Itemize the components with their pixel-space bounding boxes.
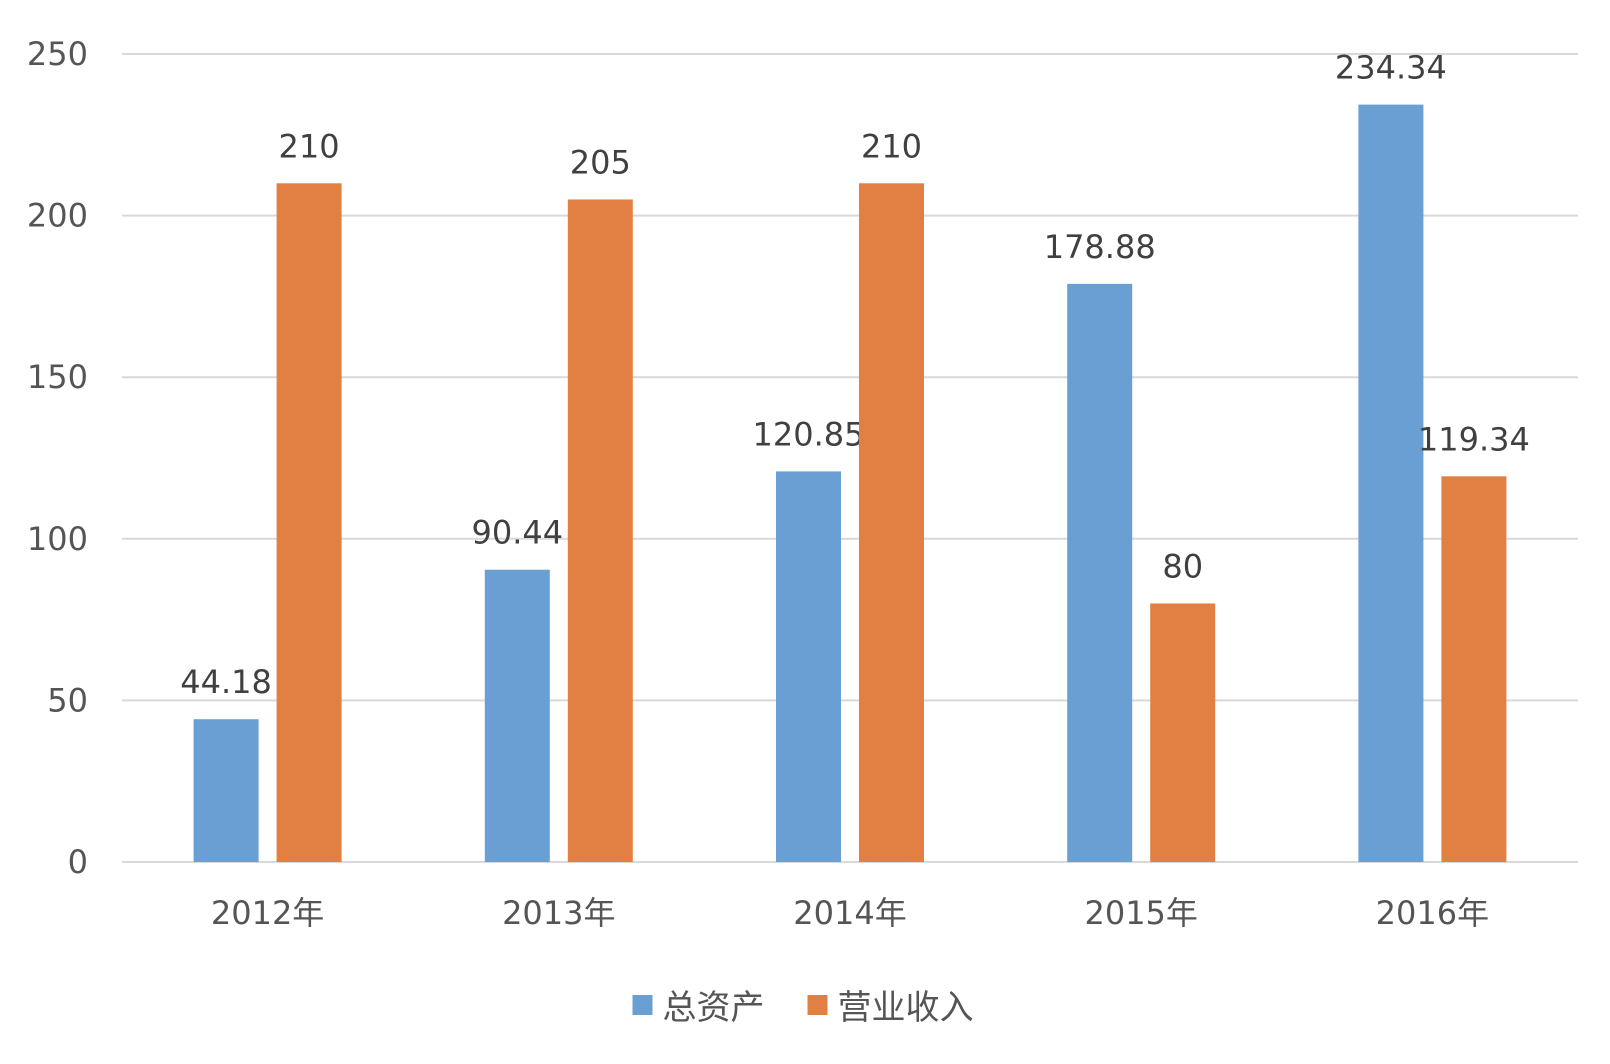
x-tick-label: 2014年	[793, 894, 906, 932]
y-tick-label: 200	[27, 197, 88, 235]
y-tick-label: 0	[68, 843, 88, 881]
bar-total-assets	[484, 569, 550, 862]
bar-total-assets	[1067, 283, 1133, 862]
y-tick-label: 50	[47, 681, 88, 719]
bar-revenue	[567, 199, 633, 862]
bar-revenue	[276, 183, 342, 862]
y-tick-label: 250	[27, 35, 88, 73]
bar-total-assets	[193, 719, 259, 862]
legend-swatch	[632, 995, 653, 1015]
bar-revenue	[1441, 476, 1507, 862]
bar-total-assets	[1358, 104, 1424, 863]
data-label: 120.85	[753, 415, 865, 453]
x-tick-label: 2015年	[1084, 894, 1197, 932]
data-label: 178.88	[1044, 228, 1156, 266]
bar-revenue	[859, 183, 924, 862]
data-label: 205	[570, 143, 631, 181]
x-tick-label: 2016年	[1376, 894, 1489, 932]
x-tick-label: 2013年	[502, 894, 615, 932]
data-label: 44.18	[180, 663, 272, 701]
bar-revenue	[1150, 603, 1216, 862]
legend-label: 营业收入	[838, 988, 974, 1028]
data-label: 80	[1162, 547, 1203, 585]
data-label: 210	[279, 127, 340, 165]
data-label: 234.34	[1335, 49, 1447, 87]
x-tick-label: 2012年	[211, 894, 324, 932]
data-label: 210	[861, 127, 922, 165]
data-label: 119.34	[1418, 420, 1530, 458]
y-tick-label: 150	[27, 358, 88, 396]
data-label: 90.44	[471, 514, 563, 552]
legend-swatch	[807, 995, 828, 1015]
y-tick-label: 100	[27, 520, 88, 558]
bar-total-assets	[776, 471, 841, 862]
legend-label: 总资产	[663, 988, 765, 1028]
